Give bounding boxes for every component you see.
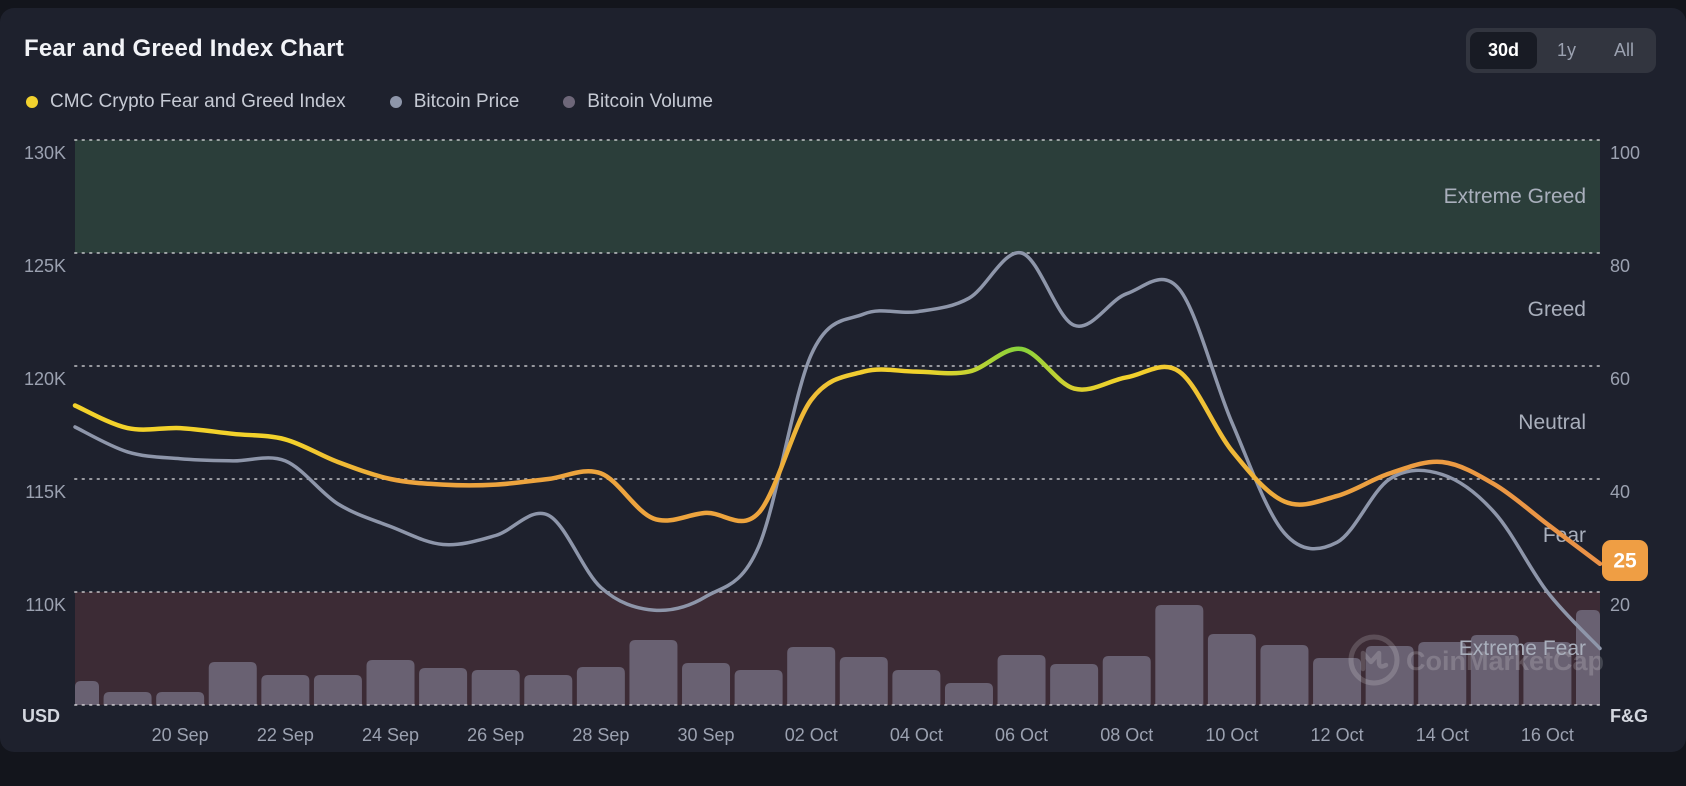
x-axis-tick-label: 10 Oct [1205,725,1258,745]
left-axis-tick-label: 125K [24,256,66,276]
x-axis-tick-label: 14 Oct [1416,725,1469,745]
fear-greed-index-line [72,346,1603,567]
x-axis-tick-label: 16 Oct [1521,725,1574,745]
volume-bar [944,683,993,705]
volume-bar [629,640,678,705]
coinmarketcap-logo-m-glyph [1360,650,1389,672]
left-axis-tick-label: 130K [24,143,66,163]
range-button-30d[interactable]: 30d [1469,32,1537,69]
volume-bar [261,675,310,705]
x-axis-tick-label: 20 Sep [152,725,209,745]
x-axis-tick-label: 12 Oct [1311,725,1364,745]
bitcoin-price-line [73,251,1602,651]
legend-label: Bitcoin Volume [587,91,713,112]
x-axis-tick-label: 24 Sep [362,725,419,745]
volume-bar [1365,646,1414,705]
watermark-text: CoinMarketCap [1406,646,1604,676]
volume-bar [1313,658,1362,705]
legend-item-bitcoin-volume[interactable]: Bitcoin Volume [563,91,713,113]
zone-label: Greed [1528,298,1586,321]
volume-bar [892,670,941,705]
volume-bar [839,657,888,705]
volume-bar [103,692,152,705]
volume-bar [787,647,836,705]
volume-bar [734,670,783,705]
legend-label: CMC Crypto Fear and Greed Index [50,91,346,112]
x-axis-tick-label: 08 Oct [1100,725,1153,745]
fg-current-value-badge: 25 [1602,540,1648,581]
time-range-switcher: 30d 1y All [1465,28,1656,73]
x-axis-tick-label: 28 Sep [572,725,629,745]
zone-label: Neutral [1518,411,1586,434]
left-axis-tick-label: 120K [24,369,66,389]
x-axis-tick-label: 04 Oct [890,725,943,745]
legend-item-fear-greed-index[interactable]: CMC Crypto Fear and Greed Index [26,91,346,113]
x-axis-tick-label: 06 Oct [995,725,1048,745]
fear-greed-series-dot-icon [26,96,38,108]
volume-bar [419,668,468,705]
volume-bar [156,692,205,705]
volume-bar [1155,605,1204,705]
right-axis-unit-label: F&G [1610,706,1648,726]
volume-bar [1207,634,1256,705]
volume-bar [1050,664,1099,705]
volume-bar [1260,645,1309,705]
range-button-all[interactable]: All [1596,32,1652,69]
right-axis-tick-label: 40 [1610,482,1630,502]
volume-bar [1418,642,1467,705]
x-axis-tick-label: 02 Oct [785,725,838,745]
coinmarketcap-watermark: CoinMarketCap [1348,634,1604,686]
left-axis-tick-label: 110K [25,595,66,615]
volume-bar [997,655,1046,705]
volume-bar [1102,656,1151,705]
extreme-greed-zone-band [75,140,1600,253]
volume-bar [208,662,257,705]
volume-bar [682,663,731,705]
zone-label: Extreme Fear [1459,637,1586,660]
x-axis-tick-label: 30 Sep [678,725,735,745]
left-axis-tick-label: 115K [25,482,66,502]
volume-bar [313,675,362,705]
zone-label: Extreme Greed [1444,185,1586,208]
fg-badge-background [1602,540,1648,581]
volume-bar [524,675,573,705]
page-title: Fear and Greed Index Chart [24,35,344,62]
x-axis-tick-label: 22 Sep [257,725,314,745]
volume-bar [576,667,625,705]
volume-bar [1470,635,1519,705]
volume-bar [471,670,520,705]
right-axis-tick-label: 80 [1610,256,1630,276]
volume-bar [1523,642,1572,705]
coinmarketcap-logo-icon [1348,634,1400,686]
fg-badge-value: 25 [1613,550,1637,573]
right-axis-tick-label: 100 [1610,143,1640,163]
bitcoin-volume-series-dot-icon [563,96,576,108]
bitcoin-price-series-dot-icon [389,96,402,108]
x-axis-tick-label: 26 Sep [467,725,524,745]
legend-item-bitcoin-price[interactable]: Bitcoin Price [389,91,520,113]
volume-bar [75,681,99,705]
chart-legend: CMC Crypto Fear and Greed Index Bitcoin … [26,91,713,113]
right-axis-tick-label: 20 [1610,595,1630,615]
left-axis-unit-label: USD [22,706,60,726]
volume-bar [366,660,415,705]
right-axis-tick-label: 60 [1610,369,1630,389]
range-button-1y[interactable]: 1y [1539,32,1594,69]
legend-label: Bitcoin Price [413,91,520,112]
volume-bar [1576,610,1600,705]
